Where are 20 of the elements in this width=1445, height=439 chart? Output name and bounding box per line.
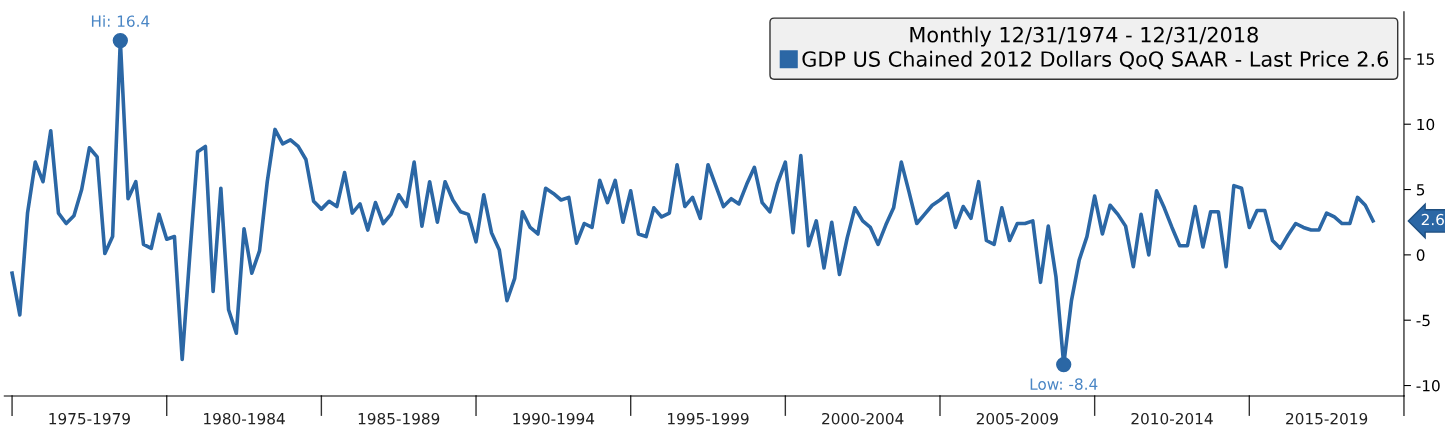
y-tick-label: 10	[1417, 118, 1435, 131]
y-tick-label: 0	[1416, 249, 1425, 261]
legend-label: GDP US Chained 2012 Dollars QoQ SAAR - Last Price 2.6	[802, 50, 1389, 70]
x-tick-label: 1975-1979	[49, 412, 130, 425]
x-tick-label: 2005-2009	[976, 412, 1058, 425]
x-tick-label: 2015-2019	[1286, 412, 1368, 425]
x-tick-label: 1995-1999	[668, 412, 749, 425]
x-tick-label: 1980-1984	[204, 412, 285, 425]
x-tick-label: 2000-2004	[822, 412, 904, 425]
y-tick-label: -10	[1416, 379, 1440, 392]
annotation: Hi: 16.4	[91, 15, 150, 27]
x-tick-label: 2010-2014	[1131, 412, 1213, 425]
y-tick-label: 5	[1416, 184, 1425, 196]
legend-title: Monthly 12/31/1974 - 12/31/2018	[910, 26, 1258, 47]
annotation: Low: -8.4	[1030, 378, 1098, 390]
y-tick-label: -5	[1416, 314, 1430, 327]
y-tick-label: 15	[1417, 53, 1434, 65]
text: 2.6	[1421, 213, 1444, 226]
x-tick-label: 1985-1989	[358, 412, 440, 425]
x-tick-label: 1990-1994	[513, 412, 595, 425]
